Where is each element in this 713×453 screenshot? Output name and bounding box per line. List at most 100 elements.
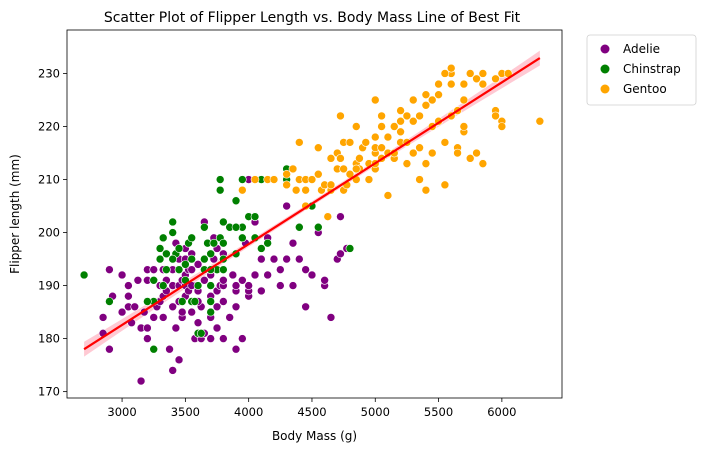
- data-point: [478, 69, 488, 78]
- data-point: [427, 148, 437, 158]
- data-point: [250, 270, 260, 280]
- data-point: [231, 344, 241, 354]
- data-point: [295, 138, 304, 147]
- legend-box: [586, 34, 697, 106]
- data-point: [149, 265, 159, 274]
- data-point: [336, 212, 345, 221]
- data-point: [206, 297, 215, 306]
- data-point: [174, 244, 184, 253]
- data-point: [396, 127, 405, 137]
- data-point: [465, 154, 475, 163]
- data-point: [440, 180, 450, 190]
- data-point: [472, 74, 481, 84]
- data-point: [174, 355, 184, 365]
- data-point: [206, 281, 215, 290]
- data-point: [421, 90, 431, 99]
- data-point: [149, 313, 159, 322]
- data-point: [168, 366, 178, 375]
- data-point: [105, 265, 114, 274]
- data-point: [168, 217, 178, 227]
- data-point: [415, 175, 424, 184]
- x-tick-label: 5000: [361, 405, 390, 419]
- data-point: [215, 175, 225, 184]
- data-point: [421, 100, 431, 110]
- data-point: [206, 249, 215, 259]
- data-point: [168, 254, 178, 264]
- data-point: [193, 260, 203, 269]
- x-tick-label: 6000: [487, 405, 516, 419]
- data-point: [238, 233, 247, 243]
- data-point: [231, 281, 241, 290]
- data-point: [491, 111, 500, 121]
- data-point: [276, 281, 285, 290]
- data-point: [307, 175, 317, 184]
- y-tick-label: 210: [38, 173, 60, 187]
- data-point: [162, 249, 171, 259]
- data-point: [177, 297, 187, 306]
- legend-item-chinstrap: Chinstrap: [600, 62, 681, 76]
- data-point: [244, 281, 253, 290]
- data-point: [117, 307, 127, 317]
- y-tick-label: 200: [38, 226, 60, 240]
- data-point: [434, 90, 443, 99]
- data-point: [133, 275, 143, 285]
- data-point: [383, 191, 393, 200]
- data-point: [238, 275, 247, 285]
- data-point: [377, 122, 386, 131]
- x-tick-label: 4500: [297, 405, 326, 419]
- data-point: [446, 79, 456, 89]
- data-point: [212, 323, 222, 333]
- data-point: [440, 138, 450, 147]
- data-point: [415, 143, 424, 153]
- data-point: [190, 297, 200, 306]
- data-point: [143, 297, 152, 306]
- data-point: [377, 143, 386, 153]
- data-point: [361, 138, 371, 147]
- x-tick-label: 3000: [107, 405, 136, 419]
- data-point: [219, 275, 228, 285]
- data-point: [225, 313, 234, 322]
- data-point: [149, 275, 159, 285]
- data-point: [158, 233, 168, 243]
- data-point: [219, 217, 228, 227]
- data-point: [263, 238, 272, 248]
- data-point: [288, 238, 298, 248]
- data-point: [440, 69, 450, 78]
- data-point: [282, 180, 291, 190]
- data-point: [231, 196, 241, 206]
- x-tick-label: 3500: [171, 405, 200, 419]
- data-point: [402, 159, 412, 168]
- data-point: [408, 95, 418, 105]
- data-point: [351, 122, 361, 131]
- data-point: [231, 302, 241, 312]
- data-point: [288, 164, 298, 174]
- data-point: [177, 307, 187, 317]
- data-point: [143, 323, 152, 333]
- data-point: [295, 222, 304, 232]
- data-point: [446, 63, 456, 73]
- data-point: [124, 281, 133, 290]
- data-point: [336, 111, 345, 121]
- data-point: [323, 212, 333, 221]
- data-point: [193, 318, 203, 328]
- data-point: [187, 265, 196, 274]
- data-point: [291, 185, 301, 195]
- y-axis-label: Flipper length (mm): [8, 154, 22, 274]
- data-point: [215, 185, 225, 195]
- plot-frame: [67, 30, 562, 398]
- x-axis: 3000 3500 4000 4500 5000 5500 6000: [107, 398, 517, 419]
- data-point: [187, 254, 196, 264]
- data-point: [117, 270, 127, 280]
- data-point: [206, 334, 215, 343]
- data-point: [155, 244, 165, 253]
- data-point: [326, 313, 336, 322]
- data-point: [168, 302, 178, 312]
- legend: Adelie Chinstrap Gentoo: [586, 34, 697, 106]
- y-tick-label: 220: [38, 120, 60, 134]
- legend-marker: [600, 64, 610, 74]
- data-point: [231, 222, 241, 232]
- data-point: [174, 265, 184, 274]
- data-point: [370, 95, 380, 105]
- data-point: [364, 175, 374, 184]
- data-point: [421, 185, 431, 195]
